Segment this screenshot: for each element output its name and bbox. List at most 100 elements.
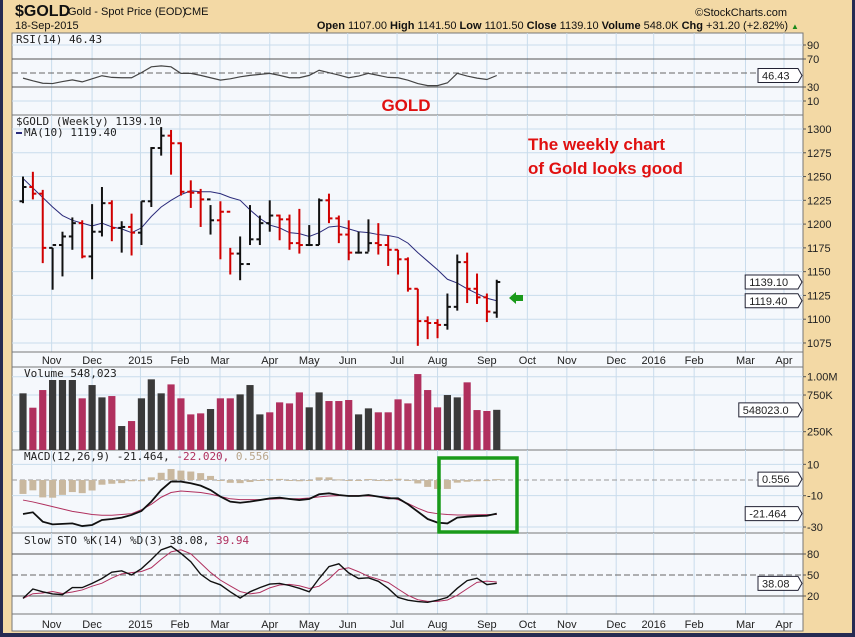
macd-histogram-bar (453, 480, 461, 483)
macd-legend-main: MACD(12,26,9) -21.464, (24, 450, 170, 463)
volume-bar (335, 401, 343, 450)
volume-bar (453, 397, 461, 450)
y-tick-label: 30 (807, 82, 819, 94)
volume-bar (127, 421, 136, 450)
ohlc-bar (236, 236, 244, 281)
macd-histogram-bar (384, 480, 392, 482)
exchange: CME (184, 6, 208, 18)
security-name: Gold - Spot Price (EOD) (68, 6, 186, 18)
volume-bar (433, 407, 442, 450)
volume-bar (88, 385, 96, 450)
x-tick-label: Mar (736, 355, 755, 367)
ohlc-bar (187, 180, 195, 208)
rsi-line (22, 65, 497, 87)
macd-line (22, 480, 497, 527)
ohlc-bar (276, 214, 284, 241)
macd-histogram-bar (443, 480, 451, 489)
ohlc-bar (374, 223, 382, 255)
note-line-2: of Gold looks good (528, 159, 683, 178)
macd-histogram-bar (394, 478, 402, 480)
volume-bar (266, 412, 274, 450)
x-tick-label: Feb (170, 619, 189, 631)
x-tick-label: Mar (211, 355, 230, 367)
ohlc-bar (345, 220, 353, 261)
ma-legend: MA(10) 1119.40 (24, 126, 117, 139)
ohlc-bar (88, 204, 96, 280)
volume-bar (49, 379, 57, 450)
x-tick-label: Apr (775, 619, 792, 631)
y-tick-label: 20 (807, 591, 819, 603)
macd-histogram-bar (68, 480, 76, 493)
macd-value-label: -21.464 (749, 509, 786, 521)
high-value: 1141.50 (418, 20, 457, 32)
high-label: High (390, 20, 415, 32)
y-tick-label: 90 (807, 40, 819, 52)
volume-bar (108, 396, 116, 450)
volume-bar (443, 395, 452, 450)
volume-label: Volume (602, 20, 641, 32)
macd-histogram-bar (335, 479, 343, 481)
rsi-legend: RSI(14) 46.43 (16, 33, 102, 46)
volume-value: 548.0K (644, 20, 680, 32)
ohlc-bar (128, 213, 136, 256)
x-tick-label: Jun (339, 619, 357, 631)
macd-value-label-box (744, 506, 803, 522)
x-tick-label: Apr (261, 355, 278, 367)
y-tick-label: 1.00M (807, 372, 838, 384)
ohlc-bar (414, 287, 422, 346)
volume-bar (384, 412, 392, 450)
volume-bar (98, 397, 106, 450)
price-last-label: 1139.10 (749, 277, 788, 289)
macd-histogram-bar (315, 477, 323, 480)
volume-bar (345, 400, 353, 450)
macd-histogram-bar (19, 480, 27, 494)
volume-bar (246, 385, 254, 450)
y-tick-label: 1075 (807, 338, 831, 350)
x-tick-label: 2015 (128, 619, 152, 631)
volume-bar (187, 414, 195, 450)
open-value: 1107.00 (348, 20, 387, 32)
volume-bar (295, 392, 303, 450)
copyright: ©StockCharts.com (695, 7, 787, 19)
x-tick-label: Aug (428, 355, 448, 367)
x-tick-label: Mar (211, 619, 230, 631)
y-tick-label: 750K (807, 390, 833, 402)
volume-bar (157, 393, 165, 450)
x-tick-label: Sep (477, 619, 497, 631)
x-tick-label: May (299, 355, 320, 367)
ohlc-bar (493, 279, 501, 318)
ohlc-bar (285, 214, 293, 250)
macd-histogram-bar (246, 480, 254, 483)
volume-bar (177, 398, 185, 450)
ohlc-bar (197, 188, 205, 227)
sto-k-line (22, 545, 497, 604)
volume-bar (404, 403, 412, 450)
x-tick-label: Jul (390, 355, 404, 367)
x-tick-label: Nov (557, 619, 577, 631)
ohlc-bar (434, 319, 442, 339)
macd-hist-label: 0.556 (762, 474, 790, 486)
low-label: Low (460, 20, 482, 32)
macd-histogram-bar (167, 469, 175, 480)
volume-bar (29, 407, 37, 450)
volume-bar (414, 374, 422, 450)
macd-histogram-bar (49, 480, 57, 498)
y-tick-label: 10 (807, 96, 819, 108)
volume-bar (118, 426, 126, 450)
volume-bar (315, 392, 323, 450)
volume-bar (305, 407, 313, 450)
ohlc-bar (226, 210, 234, 275)
volume-bar (276, 402, 284, 450)
volume-bar (483, 411, 491, 450)
x-tick-label: Oct (519, 619, 536, 631)
ohlc-bar (216, 201, 224, 260)
x-tick-label: Apr (775, 355, 792, 367)
x-tick-label: Nov (42, 355, 62, 367)
macd-histogram-bar (216, 480, 224, 481)
volume-bar (256, 414, 264, 450)
ohlc-bar (335, 215, 343, 244)
ohlc-bar (157, 127, 165, 156)
ohlc-bar (315, 198, 323, 247)
macd-histogram-bar (295, 480, 303, 482)
y-tick-label: 1250 (807, 172, 831, 184)
